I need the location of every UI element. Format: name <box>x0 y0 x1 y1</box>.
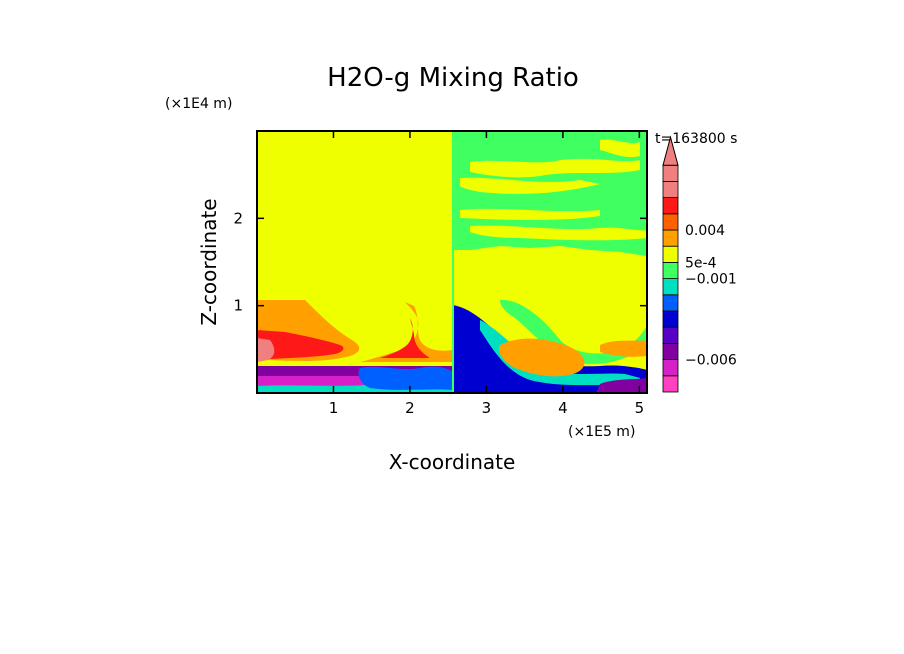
x-axis-label: X-coordinate <box>389 450 516 474</box>
contour-field <box>257 131 647 393</box>
colorbar-segment <box>662 197 679 215</box>
plot-frame <box>256 130 648 394</box>
colorbar-segment <box>662 245 679 263</box>
colorbar-segment <box>662 294 679 312</box>
x-tick-label: 1 <box>329 399 339 417</box>
x-tick-label: 3 <box>482 399 492 417</box>
region-right-orange <box>498 338 585 377</box>
y-tick-label: 1 <box>233 297 243 315</box>
streak-yellow-1 <box>470 158 640 178</box>
x-axis-ticks: 1 2 3 4 5 <box>329 131 644 417</box>
region-left-pink <box>257 338 275 362</box>
colorbar-segment <box>662 261 679 279</box>
streak-yellow-2 <box>460 177 600 194</box>
y-axis-ticks: 12 <box>233 209 647 315</box>
region-left-blue-blobs <box>358 366 453 390</box>
region-right-blue-upper <box>453 305 475 355</box>
streak-yellow-5 <box>600 139 640 158</box>
colorbar-segment <box>662 342 679 360</box>
colorbar-label: −0.001 <box>685 272 737 288</box>
time-label: t=163800 s <box>655 131 737 147</box>
colorbar: 0.004 5e-4−0.001 −0.006 <box>662 135 737 393</box>
y-unit-label: (×1E4 m) <box>165 96 232 112</box>
colorbar-label: 5e-4 <box>685 255 717 271</box>
region-plume-red <box>380 318 430 358</box>
region-right-green-swirl <box>500 299 647 365</box>
region-right-orange-2 <box>600 340 647 357</box>
x-tick-label: 2 <box>405 399 415 417</box>
y-tick-label: 2 <box>233 209 243 227</box>
colorbar-label: −0.006 <box>685 353 737 369</box>
colorbar-segment <box>662 310 679 328</box>
region-right-purple <box>596 378 647 393</box>
colorbar-segment <box>662 213 679 231</box>
colorbar-segment <box>662 180 679 198</box>
region-left-red <box>257 330 344 360</box>
colorbar-segment <box>662 164 679 182</box>
x-tick-label: 5 <box>635 399 645 417</box>
x-unit-label: (×1E5 m) <box>568 424 635 440</box>
x-tick-label: 4 <box>558 399 568 417</box>
colorbar-segment <box>662 359 679 377</box>
colorbar-segment <box>662 278 679 296</box>
y-axis-label: Z-coordinate <box>197 198 221 325</box>
streak-yellow-3 <box>460 208 600 220</box>
colorbar-segment <box>662 375 679 393</box>
colorbar-segment <box>662 229 679 247</box>
colorbar-segment <box>662 326 679 344</box>
colorbar-arrow <box>662 135 679 166</box>
streak-yellow-4 <box>470 225 647 241</box>
region-right-blue <box>453 305 647 393</box>
chart-title: H2O-g Mixing Ratio <box>327 63 579 93</box>
colorbar-label: 0.004 <box>685 223 725 239</box>
seam-line <box>452 131 454 393</box>
